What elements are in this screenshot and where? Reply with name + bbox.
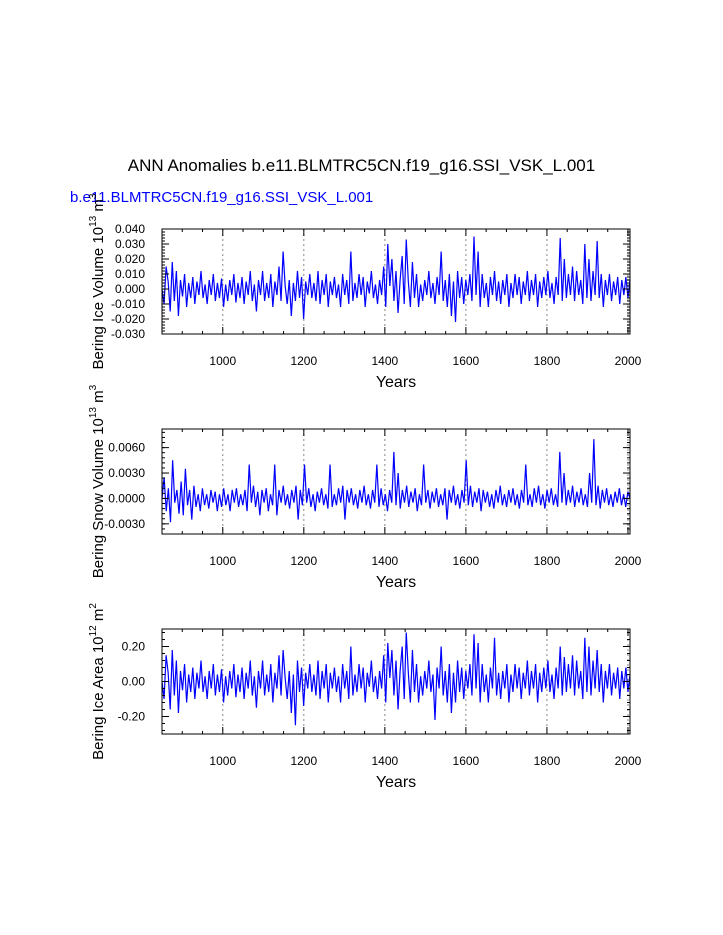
y-tick-label: -0.0030 [104, 517, 145, 531]
x-tick-label: 1600 [453, 554, 480, 568]
run-label: b.e11.BLMTRC5CN.f19_g16.SSI_VSK_L.001 [70, 189, 374, 206]
y-axis-title: Bering Snow Volume 1013 m3 [88, 384, 107, 578]
y-tick-label: 0.020 [115, 252, 145, 266]
x-tick-label: 1800 [534, 354, 561, 368]
panel-3: 1000 1200 1400 1600 1800 2000 0.20 0.00 -0.20 Yea… [88, 603, 642, 791]
x-tick-label: 1400 [372, 554, 399, 568]
plot-frame [161, 428, 631, 535]
x-tick-label: 1000 [209, 754, 236, 768]
y-tick-label: 0.0000 [108, 491, 145, 505]
y-tick-label: 0.030 [115, 237, 145, 251]
x-tick-label: 1000 [209, 354, 236, 368]
x-tick-label: 1800 [534, 754, 561, 768]
y-tick-label: 0.010 [115, 267, 145, 281]
x-axis-title: Years [376, 774, 416, 791]
y-tick-label: 0.000 [115, 282, 145, 296]
y-tick-label: 0.00 [122, 675, 146, 689]
x-tick-label: 1400 [372, 354, 399, 368]
panel-2: 1000 1200 1400 1600 1800 2000 0.0060 0.0030 0.00… [88, 384, 642, 591]
panel-1: 1000 1200 1400 1600 1800 20000.0400.0300.0200… [88, 193, 642, 391]
x-axis-title: Years [376, 374, 416, 391]
x-tick-label: 1400 [372, 754, 399, 768]
y-tick-label: 0.20 [122, 640, 146, 654]
x-tick-label: 1000 [209, 554, 236, 568]
figure-title: ANN Anomalies b.e11.BLMTRC5CN.f19_g16.SS… [127, 156, 596, 175]
y-tick-label: -0.010 [111, 297, 145, 311]
y-tick-label: -0.020 [111, 312, 145, 326]
plot-frame [161, 228, 631, 335]
x-tick-label: 2000 [615, 554, 642, 568]
y-tick-label: 0.0060 [108, 441, 145, 455]
series-line [161, 439, 631, 523]
x-tick-label: 1600 [453, 754, 480, 768]
x-tick-label: 1800 [534, 554, 561, 568]
y-axis-title: Bering Ice Area 1012 m2 [88, 603, 107, 760]
series-line [161, 632, 631, 726]
x-tick-label: 2000 [615, 354, 642, 368]
series-line [161, 236, 631, 323]
x-tick-label: 2000 [615, 754, 642, 768]
x-axis-title: Years [376, 574, 416, 591]
y-tick-label: 0.040 [115, 222, 145, 236]
y-axis-title: Bering Ice Volume 1013 m3 [88, 193, 107, 369]
x-tick-label: 1600 [453, 354, 480, 368]
y-tick-label: -0.030 [111, 327, 145, 341]
x-tick-label: 1200 [290, 354, 317, 368]
y-tick-label: -0.20 [118, 710, 146, 724]
x-tick-label: 1200 [290, 554, 317, 568]
x-tick-label: 1200 [290, 754, 317, 768]
y-tick-label: 0.0030 [108, 466, 145, 480]
